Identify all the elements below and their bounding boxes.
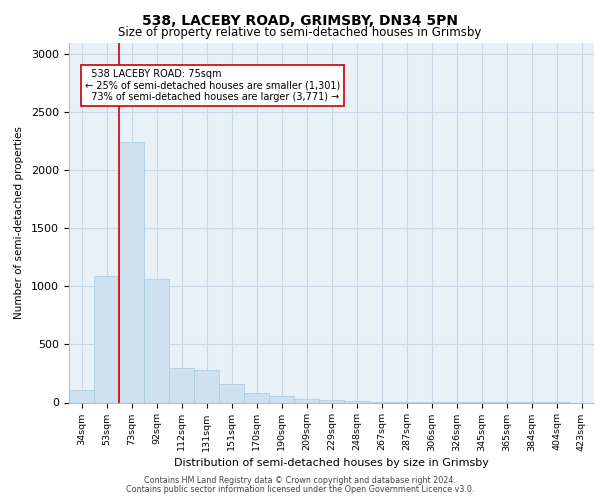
Bar: [269, 396, 294, 402]
Bar: [319, 400, 344, 402]
Bar: [94, 276, 119, 402]
Bar: [194, 370, 219, 402]
Bar: [244, 393, 269, 402]
Bar: [294, 399, 319, 402]
Text: 538, LACEBY ROAD, GRIMSBY, DN34 5PN: 538, LACEBY ROAD, GRIMSBY, DN34 5PN: [142, 14, 458, 28]
Bar: [144, 280, 169, 402]
Bar: [69, 390, 94, 402]
Y-axis label: Number of semi-detached properties: Number of semi-detached properties: [14, 126, 24, 319]
Text: 538 LACEBY ROAD: 75sqm
← 25% of semi-detached houses are smaller (1,301)
  73% o: 538 LACEBY ROAD: 75sqm ← 25% of semi-det…: [85, 69, 341, 102]
Bar: [119, 142, 144, 402]
Text: Contains public sector information licensed under the Open Government Licence v3: Contains public sector information licen…: [126, 484, 474, 494]
Text: Size of property relative to semi-detached houses in Grimsby: Size of property relative to semi-detach…: [118, 26, 482, 39]
Bar: [219, 384, 244, 402]
Bar: [169, 368, 194, 402]
Text: Contains HM Land Registry data © Crown copyright and database right 2024.: Contains HM Land Registry data © Crown c…: [144, 476, 456, 485]
X-axis label: Distribution of semi-detached houses by size in Grimsby: Distribution of semi-detached houses by …: [174, 458, 489, 468]
